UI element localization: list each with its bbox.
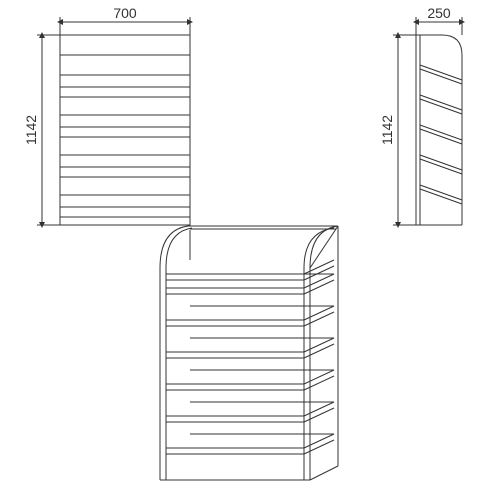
technical-drawing: 700 1142 250 1142 [0, 0, 500, 500]
front-elevation [37, 17, 190, 225]
dimension-side-height: 1142 [379, 115, 395, 145]
dimension-height: 1142 [23, 115, 39, 145]
dimension-width: 700 [113, 5, 137, 21]
side-elevation [393, 17, 462, 225]
perspective-view [160, 226, 338, 480]
dimension-depth: 250 [427, 5, 451, 21]
